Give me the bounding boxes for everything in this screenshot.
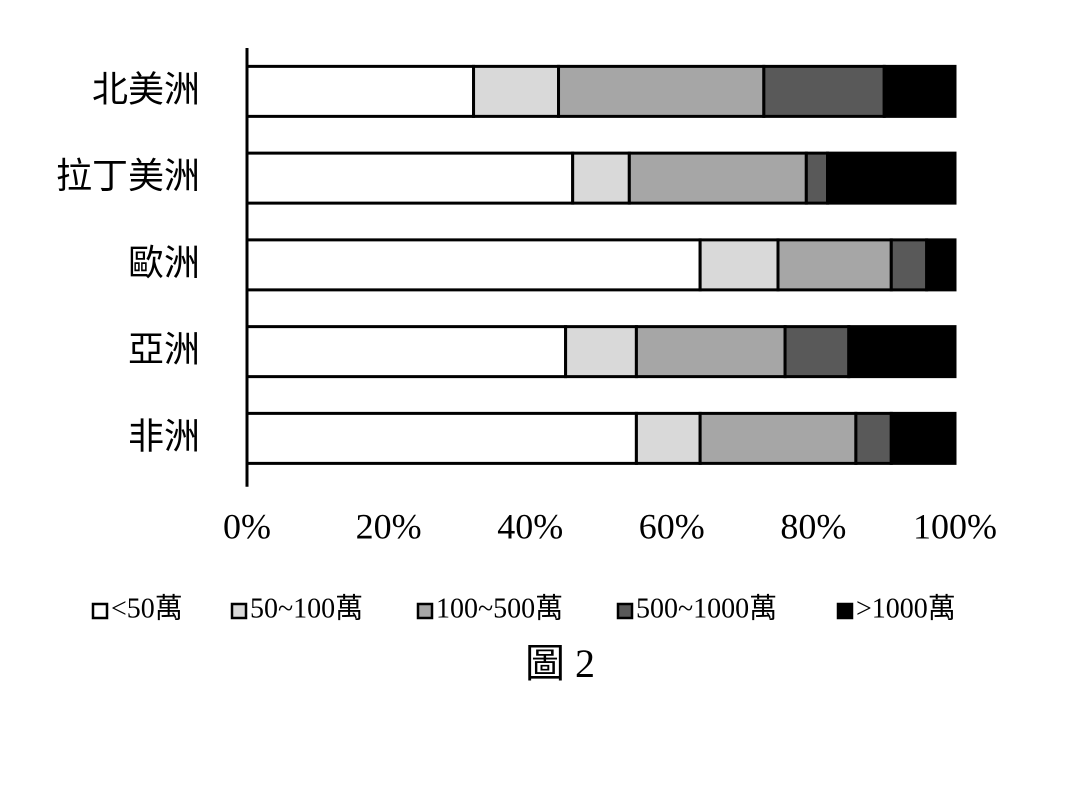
x-tick-label: 100%: [913, 506, 997, 546]
x-tick-label: 80%: [780, 506, 846, 546]
bar-segment: [804, 151, 830, 205]
x-tick-label: 0%: [223, 506, 271, 546]
legend-label: 50~100萬: [250, 592, 363, 624]
legend-marker: [416, 602, 434, 620]
bar-segment: [245, 151, 575, 205]
bar-segment: [889, 411, 957, 465]
bar-segment: [698, 411, 858, 465]
x-tick-label: 60%: [639, 506, 705, 546]
bar-segment: [762, 64, 886, 118]
legend-marker: [836, 602, 854, 620]
legend-marker: [616, 602, 634, 620]
bar-segment: [925, 238, 957, 292]
bar-segment: [564, 325, 638, 379]
bar-segment: [783, 325, 851, 379]
bar-segment: [634, 325, 787, 379]
bar-segment: [854, 411, 893, 465]
category-label: 北美洲: [92, 69, 200, 110]
bar-segment: [627, 151, 808, 205]
bar-segment: [882, 64, 957, 118]
bar-segment: [245, 325, 568, 379]
legend-label: 100~500萬: [436, 592, 563, 624]
bar-segment: [245, 238, 702, 292]
x-tick-label: 40%: [497, 506, 563, 546]
bar-segment: [698, 238, 780, 292]
bar-segment: [557, 64, 766, 118]
bar-segment: [889, 238, 929, 292]
legend-label: 500~1000萬: [636, 592, 777, 624]
x-tick-label: 20%: [356, 506, 422, 546]
category-label: 亞洲: [128, 330, 200, 371]
legend-marker: [91, 602, 109, 620]
legend-label: <50萬: [111, 592, 183, 624]
bar-segment: [472, 64, 561, 118]
legend-marker: [230, 602, 248, 620]
bar-segment: [245, 411, 638, 465]
caption: 圖 2: [525, 641, 595, 686]
category-label: 歐洲: [128, 243, 200, 284]
bar-segment: [847, 325, 957, 379]
category-label: 非洲: [128, 416, 200, 457]
category-label: 拉丁美洲: [56, 156, 200, 197]
bar-segment: [776, 238, 893, 292]
bar-segment: [634, 411, 702, 465]
legend-label: >1000萬: [856, 592, 956, 624]
bar-segment: [245, 64, 476, 118]
bar-segment: [826, 151, 957, 205]
bar-segment: [571, 151, 631, 205]
